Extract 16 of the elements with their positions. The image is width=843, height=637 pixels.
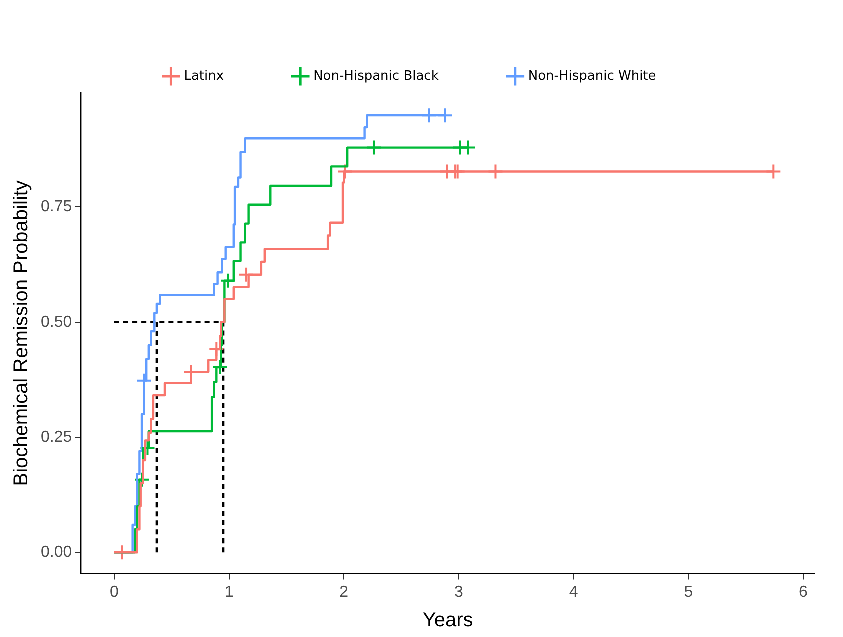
legend-label: Non-Hispanic Black xyxy=(314,68,440,84)
x-tick-label: 0 xyxy=(110,584,119,601)
y-axis-title: Biochemical Remission Probability xyxy=(10,180,33,486)
legend-label: Latinx xyxy=(184,68,224,84)
x-tick-label: 3 xyxy=(454,584,464,601)
y-tick-label: 0.00 xyxy=(41,544,72,562)
y-tick-label: 0.25 xyxy=(41,428,72,446)
x-tick-label: 6 xyxy=(799,584,808,601)
y-tick-label: 0.75 xyxy=(41,198,72,216)
y-tick-label: 0.50 xyxy=(41,314,72,331)
x-tick-label: 5 xyxy=(684,584,694,601)
x-tick-label: 1 xyxy=(224,584,234,601)
x-axis-title: Years xyxy=(422,610,474,632)
x-tick-label: 2 xyxy=(340,584,349,601)
legend-label: Non-Hispanic White xyxy=(528,68,656,84)
x-tick-label: 4 xyxy=(569,584,578,601)
